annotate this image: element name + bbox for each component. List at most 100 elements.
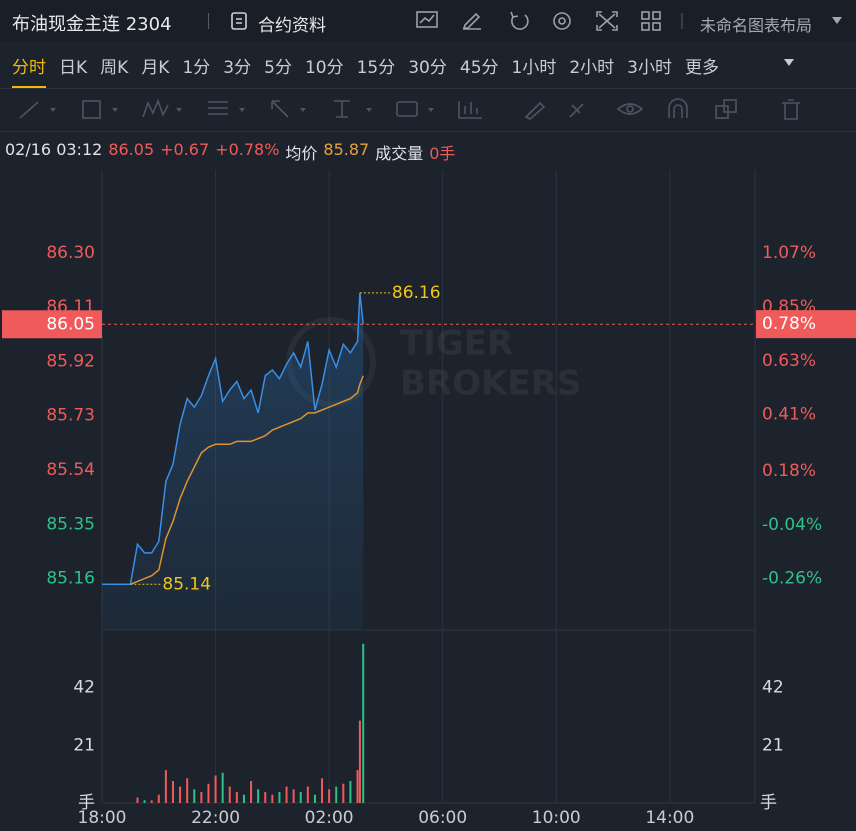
period-tab[interactable]: 周K — [100, 58, 129, 78]
volume-bar — [136, 797, 139, 803]
period-tab[interactable]: 日K — [59, 58, 88, 78]
y2-tick-label: 0.41% — [762, 405, 816, 425]
volume-bar — [313, 794, 316, 803]
volume-value: 0手 — [429, 144, 456, 163]
top-bar: 布油现金主连 2304 合约资料 未命名图表布局 — [0, 0, 856, 42]
period-tab[interactable]: 月K — [141, 58, 170, 78]
y-tick-label: 85.35 — [46, 514, 95, 534]
volume-bar — [250, 781, 253, 803]
low-label: 85.14 — [162, 574, 211, 594]
volume-bar — [193, 789, 196, 803]
watermark-text: TIGER — [400, 324, 513, 364]
period-tab[interactable]: 45分 — [459, 58, 499, 78]
volume-bar — [264, 792, 267, 803]
period-tab[interactable]: 1小时 — [511, 58, 557, 78]
high-label: 86.16 — [392, 283, 441, 303]
quote-change-pct: +0.78% — [215, 140, 280, 159]
more-arrow[interactable] — [783, 58, 795, 68]
quote-change: +0.67 — [160, 140, 210, 159]
layout-icon[interactable] — [641, 11, 661, 31]
volume-bar — [321, 778, 324, 803]
volume-bar — [214, 775, 217, 803]
indicator-icon[interactable] — [416, 11, 438, 28]
y2-tick-label: -0.26% — [762, 569, 822, 589]
y2-tick-label: 1.07% — [762, 243, 816, 263]
drawing-toolbar — [0, 88, 856, 132]
volume-bar — [335, 786, 338, 803]
price-area — [102, 292, 364, 630]
contract-info[interactable]: 合约资料 — [258, 16, 326, 36]
x-tick-label: 18:00 — [78, 808, 127, 828]
volume-tick-label: 21 — [73, 735, 95, 755]
volume-bar — [186, 778, 189, 803]
volume-bar — [228, 786, 231, 803]
volume-bar — [328, 789, 331, 803]
trash-tool[interactable] — [782, 99, 800, 120]
measure-tool[interactable] — [334, 100, 372, 118]
fib-tool[interactable] — [208, 101, 245, 115]
edit-icon[interactable] — [462, 12, 481, 30]
refresh-icon[interactable] — [510, 11, 529, 30]
pattern-tool[interactable] — [142, 98, 182, 118]
volume-label: 成交量 — [375, 144, 424, 163]
y2-tick-label: 0.85% — [762, 297, 816, 317]
volume-bar — [292, 789, 295, 803]
x-tick-label: 06:00 — [418, 808, 467, 828]
x-tick-label: 22:00 — [191, 808, 240, 828]
volume-bar — [242, 794, 245, 803]
period-tab[interactable]: 10分 — [304, 58, 344, 78]
instrument-title: 布油现金主连 2304 — [12, 14, 172, 35]
volume-bar — [164, 770, 167, 803]
period-tab[interactable]: 更多 — [685, 58, 719, 78]
x-tick-label: 10:00 — [532, 808, 581, 828]
volume-tick-label-right: 42 — [762, 678, 784, 698]
period-tab[interactable]: 2小时 — [569, 58, 615, 78]
doc-icon[interactable] — [230, 11, 248, 31]
volume-bar — [235, 792, 238, 803]
volume-bar — [150, 800, 153, 803]
volume-bar — [257, 789, 260, 803]
last-price-label: 86.05 — [46, 314, 95, 334]
y2-tick-label: 0.18% — [762, 461, 816, 481]
y2-tick-label: -0.04% — [762, 515, 822, 535]
volume-bar — [349, 781, 352, 803]
period-tab[interactable]: 5分 — [264, 58, 292, 78]
layout-name[interactable]: 未命名图表布局 — [700, 16, 813, 35]
magnet-tool[interactable] — [569, 103, 584, 118]
eye-tool[interactable] — [616, 103, 644, 115]
volume-bar — [200, 792, 203, 803]
volume-bar — [271, 794, 274, 803]
fullscreen-icon[interactable] — [596, 11, 618, 31]
separator — [208, 13, 209, 29]
period-tab[interactable]: 3小时 — [627, 58, 672, 78]
lock-tool[interactable] — [668, 98, 688, 118]
period-tab[interactable]: 30分 — [408, 58, 447, 78]
text-tool[interactable] — [396, 101, 434, 117]
settings-icon[interactable] — [553, 12, 571, 30]
volume-bar — [171, 781, 174, 803]
period-tab[interactable]: 分时 — [12, 53, 46, 88]
y2-tick-label: 0.63% — [762, 351, 816, 371]
period-tab[interactable]: 3分 — [223, 58, 252, 78]
last-pct-label: 0.78% — [762, 314, 816, 334]
layers-tool[interactable] — [715, 99, 737, 119]
chart-tool[interactable] — [458, 101, 482, 119]
volume-bar — [221, 772, 224, 803]
x-tick-label: 02:00 — [305, 808, 354, 828]
period-tab[interactable]: 1分 — [182, 58, 211, 78]
last-pct-box — [756, 310, 856, 339]
x-tick-label: 14:00 — [645, 808, 694, 828]
arrow-tool[interactable] — [271, 100, 306, 118]
volume-unit: 手 — [78, 793, 95, 813]
dropdown-arrow[interactable] — [831, 16, 843, 26]
rect-tool[interactable] — [82, 100, 118, 119]
line-tool[interactable] — [19, 101, 56, 119]
volume-bar — [285, 786, 288, 803]
volume-bar — [342, 783, 345, 803]
pen-tool[interactable] — [524, 101, 546, 120]
quote-price: 86.05 — [108, 140, 155, 159]
period-tab[interactable]: 15分 — [356, 58, 396, 78]
volume-bar — [362, 643, 365, 803]
average-line — [102, 375, 364, 586]
